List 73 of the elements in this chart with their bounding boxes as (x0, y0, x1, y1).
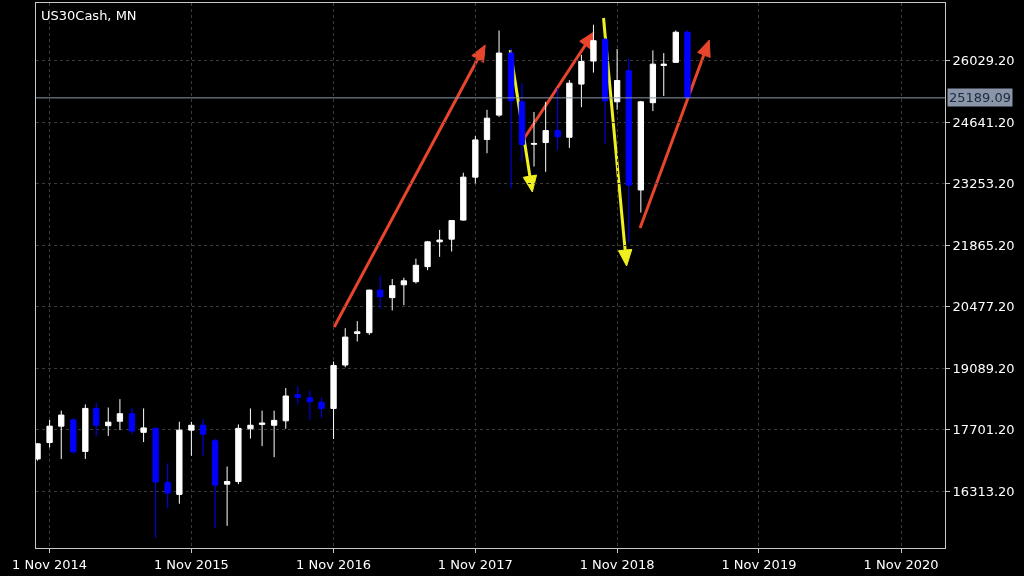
candlestick (318, 397, 325, 419)
candlestick (223, 465, 231, 527)
y-tick-label: 17701.20 (952, 422, 1015, 438)
candlestick (578, 54, 585, 108)
candlestick (637, 100, 644, 214)
candlestick (306, 390, 314, 421)
x-tick-label: 1 Nov 2020 (863, 556, 939, 572)
y-tick-label: 24641.20 (952, 114, 1015, 130)
candlestick (436, 229, 443, 258)
candlestick (684, 29, 691, 99)
candlestick (247, 407, 254, 440)
candlestick (625, 57, 632, 244)
x-tick-label: 1 Nov 2017 (437, 556, 513, 572)
candlestick (282, 387, 289, 430)
candlestick (164, 462, 171, 509)
candlestick (613, 48, 621, 111)
candlestick (448, 219, 455, 253)
candlestick (330, 360, 337, 440)
y-tick-label: 16313.20 (952, 483, 1015, 499)
y-tick-label: 20477.20 (952, 299, 1015, 315)
candlestick (258, 410, 266, 447)
candlestick (140, 407, 147, 443)
candlestick (460, 172, 467, 222)
y-tick-label: 26029.20 (952, 53, 1015, 69)
candlestick (495, 29, 503, 118)
candlestick (235, 423, 242, 485)
chart-title: US30Cash, MN (41, 8, 137, 23)
candlestick (152, 426, 159, 539)
candlestick (660, 52, 667, 97)
candlestick (412, 258, 420, 284)
candlestick (176, 421, 183, 505)
candlestick (530, 111, 538, 167)
candlestick (366, 289, 373, 336)
candlestick (601, 37, 609, 145)
candlestick (128, 407, 136, 435)
candlestick (424, 240, 431, 271)
candlestick (93, 402, 100, 437)
candlestick (70, 417, 77, 455)
x-tick-label: 1 Nov 2016 (296, 556, 372, 572)
candlestick (211, 438, 219, 529)
y-tick-label: 21865.20 (952, 237, 1015, 253)
ref-line-label: 25189.09 (949, 90, 1012, 105)
candlestick (354, 320, 361, 343)
candlestick (483, 109, 491, 154)
y-tick-label: 19089.20 (952, 360, 1015, 376)
candlestick (116, 398, 124, 431)
candlestick (389, 278, 396, 311)
x-tick-label: 1 Nov 2015 (153, 556, 229, 572)
candlestick (518, 82, 526, 163)
x-tick-label: 1 Nov 2019 (721, 556, 797, 572)
candlestick (82, 403, 89, 460)
candlestick (672, 29, 679, 63)
candlestick (105, 407, 112, 437)
y-tick-label: 23253.20 (952, 176, 1015, 192)
candlestick (58, 410, 65, 460)
candlestick (590, 24, 597, 74)
candlestick (377, 275, 384, 310)
candlestick (472, 135, 479, 184)
candlestick (294, 385, 301, 405)
candlestick (400, 277, 408, 306)
candlestick (46, 419, 53, 448)
candlestick (36, 442, 41, 462)
candlestick (342, 327, 349, 368)
candlestick (199, 418, 207, 457)
candlestick (566, 79, 573, 149)
candlestick (188, 421, 195, 457)
candlestick (649, 49, 657, 112)
candlestick (507, 47, 515, 189)
candlestick (270, 410, 278, 458)
candlestick (554, 87, 561, 151)
candlestick (542, 101, 549, 173)
x-tick-label: 1 Nov 2018 (579, 556, 655, 572)
x-tick-label: 1 Nov 2014 (12, 556, 88, 572)
